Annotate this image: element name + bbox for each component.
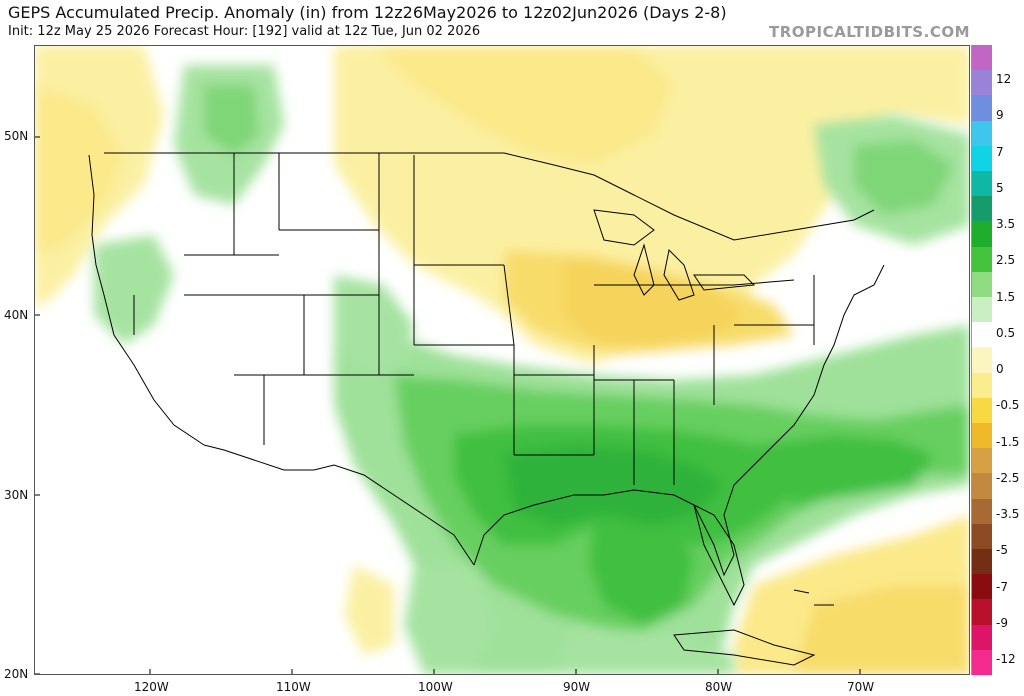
lon-label-80w: 80W bbox=[705, 680, 733, 694]
colorbar-tick-label: 12 bbox=[996, 72, 1012, 86]
colorbar-segment bbox=[972, 145, 992, 172]
colorbar-tick-label: -9 bbox=[996, 615, 1008, 630]
colorbar-segment bbox=[972, 649, 992, 676]
brand-watermark: TROPICALTIDBITS.COM bbox=[769, 23, 970, 41]
colorbar-tick-label: -1.5 bbox=[996, 434, 1020, 449]
colorbar-tick-label: 9 bbox=[996, 108, 1004, 123]
colorbar-tick-label: -5 bbox=[996, 543, 1008, 558]
colorbar-segment bbox=[972, 120, 992, 147]
map-subtitle: Init: 12z May 25 2026 Forecast Hour: [19… bbox=[8, 24, 481, 39]
colorbar bbox=[971, 45, 992, 676]
colorbar-segment bbox=[972, 473, 992, 500]
lat-label-50n: 50N bbox=[4, 129, 29, 143]
colorbar-segment bbox=[972, 221, 992, 248]
colorbar-tick-label: -7 bbox=[996, 579, 1008, 594]
colorbar-segment bbox=[972, 397, 992, 424]
colorbar-segment bbox=[972, 322, 992, 348]
colorbar-tick-label: 7 bbox=[996, 144, 1004, 159]
lon-label-100w: 100W bbox=[418, 680, 453, 694]
lon-label-70w: 70W bbox=[847, 680, 875, 694]
colorbar-segment bbox=[972, 45, 992, 71]
colorbar-segment bbox=[972, 347, 992, 374]
colorbar-segment bbox=[972, 372, 992, 399]
colorbar-segment bbox=[972, 448, 992, 474]
colorbar-tick-label: -2.5 bbox=[996, 470, 1020, 485]
colorbar-segment bbox=[972, 70, 992, 96]
colorbar-segment bbox=[972, 423, 992, 449]
colorbar-segment bbox=[972, 574, 992, 600]
colorbar-segment bbox=[972, 523, 992, 550]
colorbar-segment bbox=[972, 599, 992, 626]
map-frame bbox=[34, 45, 970, 675]
colorbar-tick-label: 2.5 bbox=[996, 253, 1016, 268]
colorbar-tick-label: 0 bbox=[996, 362, 1004, 376]
lon-label-120w: 120W bbox=[134, 680, 169, 694]
colorbar-segment bbox=[972, 246, 992, 273]
colorbar-segment bbox=[972, 171, 992, 197]
colorbar-segment bbox=[972, 549, 992, 575]
colorbar-tick-label: 5 bbox=[996, 180, 1004, 195]
colorbar-segment bbox=[972, 196, 992, 222]
colorbar-segment bbox=[972, 624, 992, 651]
lon-label-90w: 90W bbox=[563, 680, 591, 694]
colorbar-tick-label: -12 bbox=[996, 652, 1016, 666]
colorbar-segment bbox=[972, 297, 992, 323]
map-title: GEPS Accumulated Precip. Anomaly (in) fr… bbox=[8, 3, 727, 22]
colorbar-segment bbox=[972, 498, 992, 525]
colorbar-segment bbox=[972, 95, 992, 122]
lat-label-30n: 30N bbox=[4, 488, 29, 502]
colorbar-segment bbox=[972, 271, 992, 298]
colorbar-tick-label: 0.5 bbox=[996, 325, 1016, 340]
state-country-borders bbox=[88, 152, 885, 666]
colorbar-tick-label: -0.5 bbox=[996, 398, 1020, 413]
colorbar-tick-label: 1.5 bbox=[996, 289, 1016, 304]
colorbar-tick-label: -3.5 bbox=[996, 507, 1020, 521]
lon-label-110w: 110W bbox=[276, 680, 311, 694]
precip-anomaly-map bbox=[34, 45, 970, 675]
lat-label-40n: 40N bbox=[4, 308, 29, 322]
lat-label-20n: 20N bbox=[4, 667, 29, 681]
colorbar-tick-label: 3.5 bbox=[996, 217, 1016, 231]
